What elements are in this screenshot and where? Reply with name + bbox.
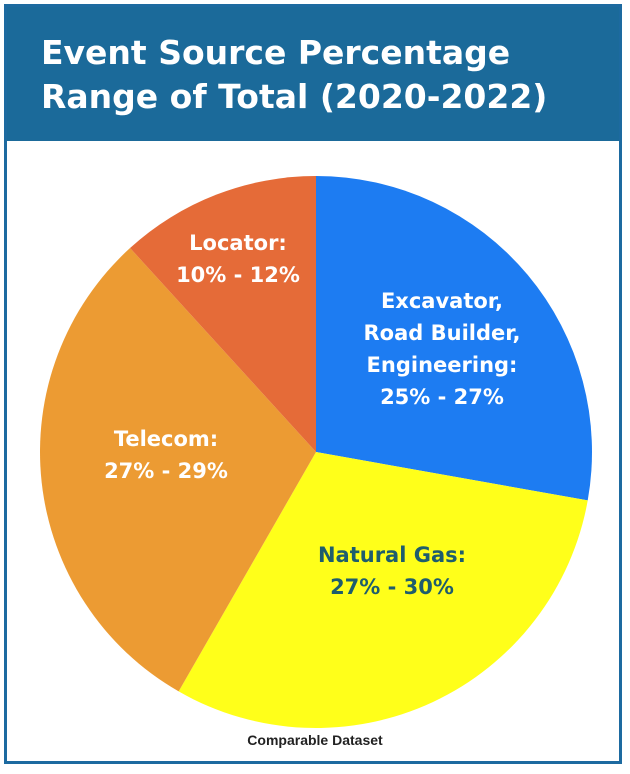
- slice-label: 25% - 27%: [380, 385, 504, 409]
- slice-label: Locator:: [189, 231, 287, 255]
- footer-caption: Comparable Dataset: [247, 732, 383, 748]
- slice-label: Excavator,: [381, 289, 503, 313]
- pie-slice: [316, 176, 592, 501]
- pie-slice: [40, 248, 316, 692]
- slice-label: Natural Gas:: [318, 543, 466, 567]
- title-line-2: Range of Total (2020-2022): [41, 77, 548, 116]
- slice-label: 27% - 29%: [104, 459, 228, 483]
- pie-slice: [130, 176, 316, 452]
- pie-slice: [178, 452, 588, 728]
- slice-label: 10% - 12%: [176, 263, 300, 287]
- slice-label: Road Builder,: [364, 321, 521, 345]
- slice-label: Engineering:: [367, 353, 518, 377]
- title-line-1: Event Source Percentage: [41, 33, 511, 72]
- title-bar: Event Source Percentage Range of Total (…: [7, 7, 619, 141]
- slice-label: 27% - 30%: [330, 575, 454, 599]
- slice-label: Telecom:: [114, 427, 218, 451]
